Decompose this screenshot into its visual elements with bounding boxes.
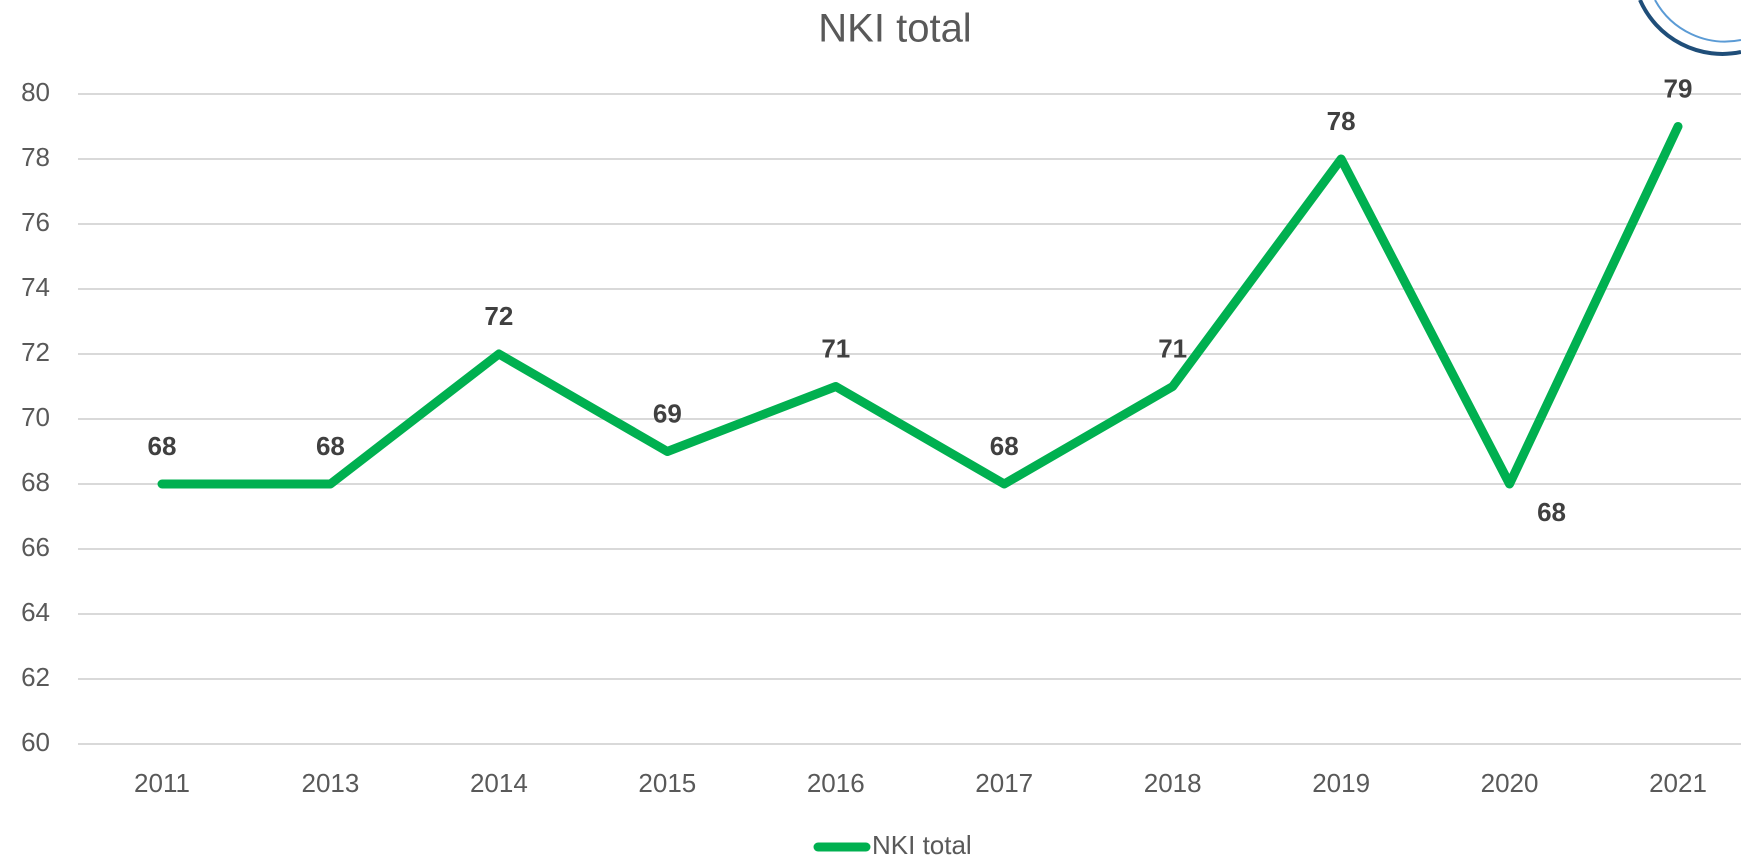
y-tick-label: 68 (21, 467, 50, 497)
x-tick-label: 2018 (1144, 768, 1202, 798)
data-label: 72 (484, 301, 513, 331)
x-tick-label: 2014 (470, 768, 528, 798)
data-label: 68 (990, 431, 1019, 461)
logo-arc-inner (1654, 0, 1741, 43)
data-label: 68 (148, 431, 177, 461)
y-tick-label: 76 (21, 207, 50, 237)
data-label: 68 (316, 431, 345, 461)
x-tick-label: 2021 (1649, 768, 1707, 798)
x-tick-label: 2015 (638, 768, 696, 798)
data-label: 68 (1537, 497, 1566, 527)
y-tick-label: 80 (21, 77, 50, 107)
data-label: 79 (1664, 73, 1693, 103)
logo-arc (1638, 0, 1741, 56)
y-tick-label: 70 (21, 402, 50, 432)
x-tick-label: 2019 (1312, 768, 1370, 798)
x-tick-label: 2020 (1481, 768, 1539, 798)
y-tick-label: 64 (21, 597, 50, 627)
y-tick-label: 66 (21, 532, 50, 562)
line (157, 122, 1683, 489)
y-tick-label: 74 (21, 272, 50, 302)
data-label: 69 (653, 398, 682, 428)
x-tick-label: 2017 (975, 768, 1033, 798)
chart-title: NKI total (818, 7, 971, 51)
data-label: 78 (1327, 106, 1356, 136)
data-label: 71 (821, 333, 850, 363)
y-tick-label: 60 (21, 727, 50, 757)
x-tick-label: 2011 (134, 768, 190, 798)
x-tick-label: 2016 (807, 768, 865, 798)
x-tick-label: 2013 (302, 768, 360, 798)
legend-label: NKI total (872, 830, 972, 860)
data-label: 71 (1158, 333, 1187, 363)
y-tick-label: 72 (21, 337, 50, 367)
y-tick-label: 62 (21, 662, 50, 692)
y-tick-label: 78 (21, 142, 50, 172)
